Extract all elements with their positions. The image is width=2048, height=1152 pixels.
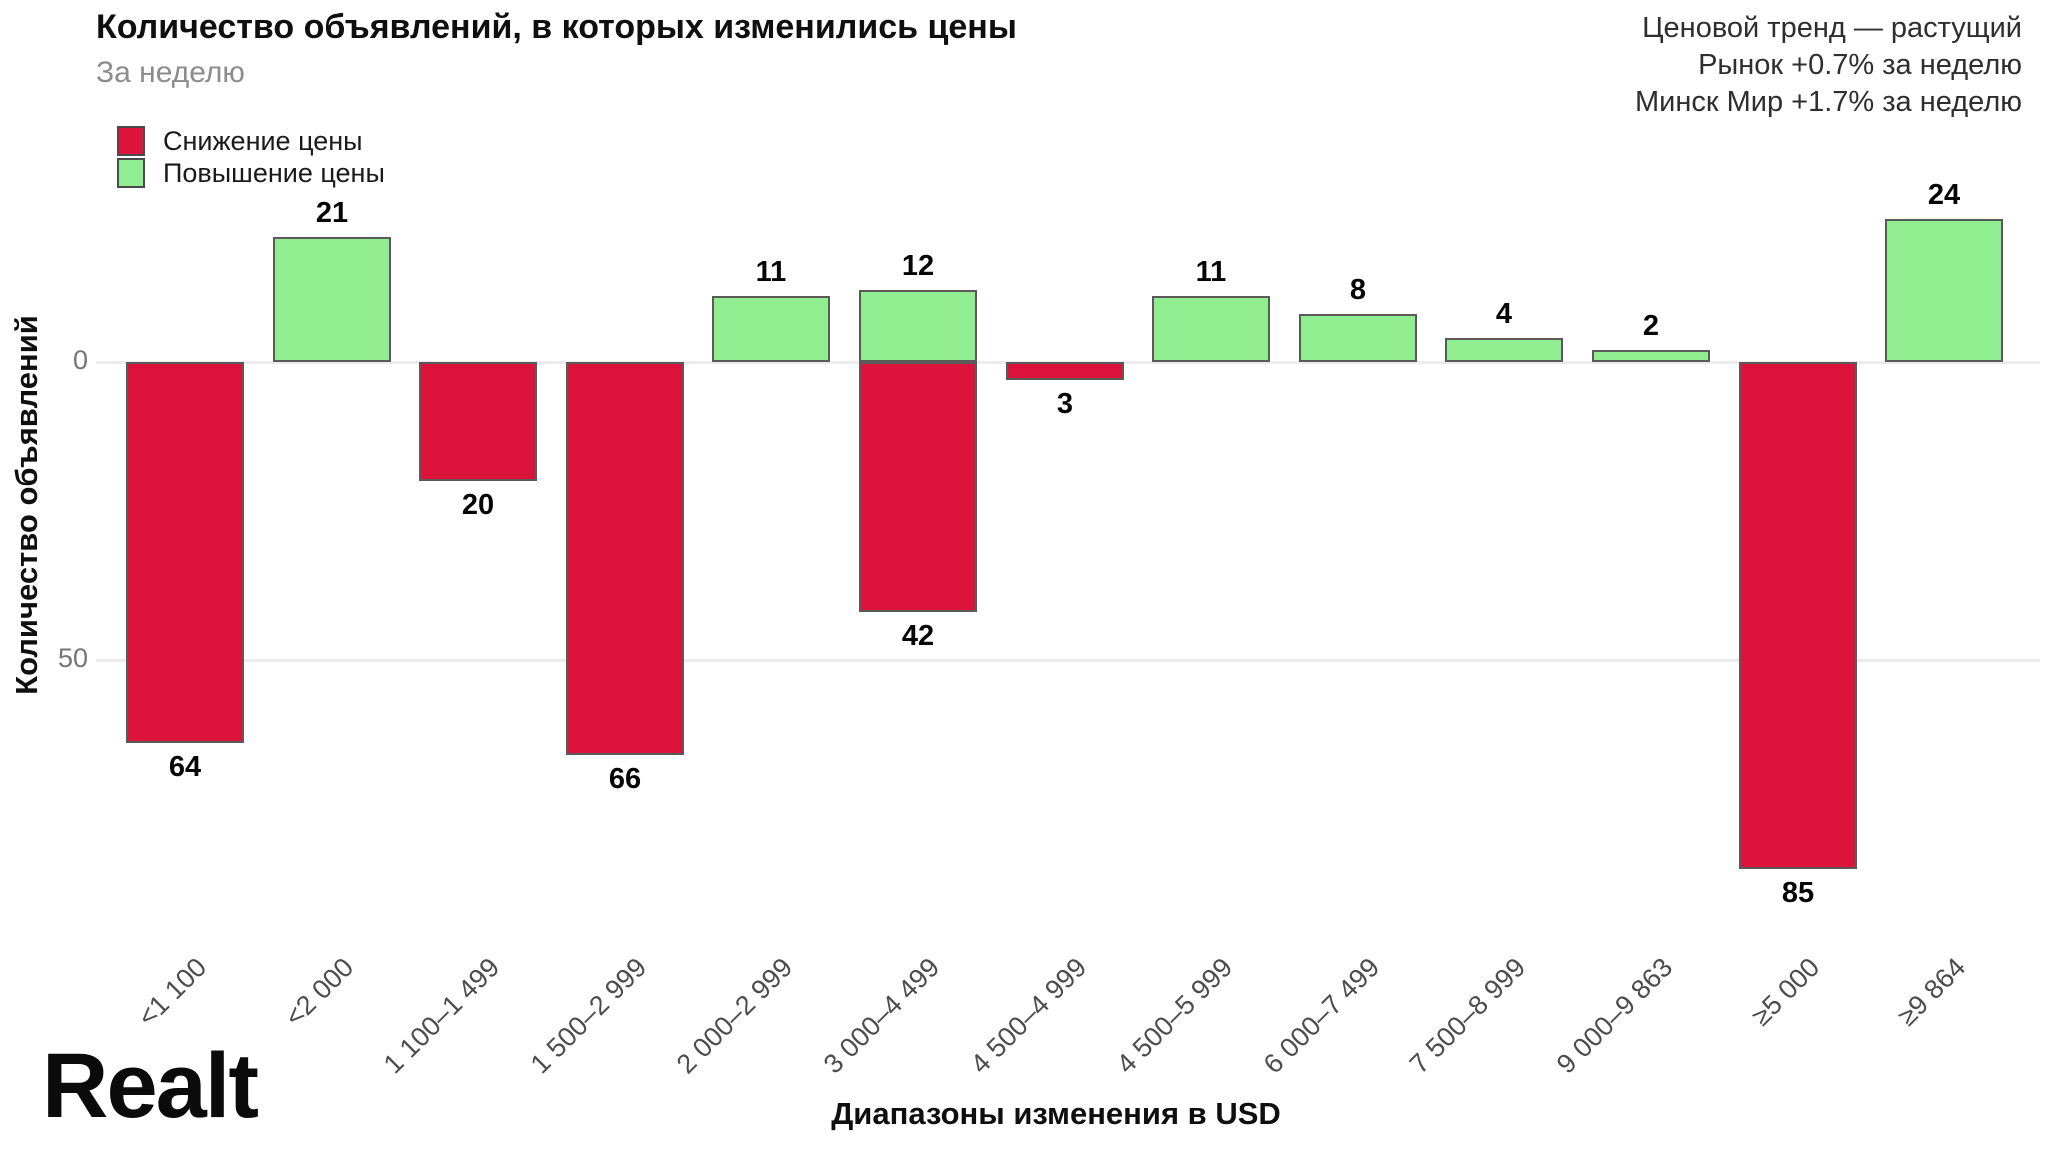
bar-value-label: 85 — [1781, 877, 1815, 909]
bar-value-label: 11 — [1195, 256, 1227, 288]
bar-value-label: 8 — [1349, 274, 1367, 306]
x-tick-label: 1 500–2 999 — [524, 952, 653, 1080]
bar-increase — [712, 296, 830, 362]
gridline-0 — [96, 361, 2040, 364]
x-tick-label: ≥5 000 — [1745, 952, 1826, 1032]
bar-increase — [273, 237, 391, 362]
x-tick-label: 4 500–5 999 — [1110, 952, 1239, 1080]
chart-subtitle: За неделю — [96, 56, 245, 89]
bar-value-label: 12 — [901, 250, 935, 282]
legend: Снижение цены Повышение цены — [117, 125, 385, 189]
x-tick-label: 3 000–4 499 — [817, 952, 946, 1080]
trend-line-minsk-mir: Минск Мир +1.7% за неделю — [1635, 86, 2022, 118]
bar-value-label: 66 — [608, 763, 642, 795]
legend-item-decrease: Снижение цены — [117, 125, 385, 157]
chart-title: Количество объявлений, в которых изменил… — [96, 8, 1017, 46]
x-tick-label: 7 500–8 999 — [1403, 952, 1532, 1080]
bar-decrease — [859, 362, 977, 612]
trend-line-direction: Ценовой тренд — растущий — [1642, 12, 2022, 44]
bar-increase — [859, 290, 977, 362]
bar-decrease — [1739, 362, 1857, 869]
y-axis-title: Количество объявлений — [9, 315, 44, 695]
bar-decrease — [419, 362, 537, 481]
bar-decrease — [1006, 362, 1124, 380]
bar-increase — [1885, 219, 2003, 362]
decrease-label: Снижение цены — [163, 125, 363, 156]
bar-value-label: 11 — [755, 256, 787, 288]
bar-increase — [1152, 296, 1270, 362]
x-tick-label: 4 500–4 999 — [964, 952, 1093, 1080]
bar-value-label: 2 — [1642, 310, 1660, 342]
bar-increase — [1592, 350, 1710, 362]
legend-item-increase: Повышение цены — [117, 157, 385, 189]
realt-logo: Realt — [42, 1035, 259, 1137]
x-tick-label: <1 100 — [132, 952, 213, 1033]
increase-label: Повышение цены — [163, 157, 385, 188]
bar-value-label: 4 — [1495, 298, 1513, 330]
x-axis-title: Диапазоны изменения в USD — [831, 1096, 1281, 1131]
bar-decrease — [566, 362, 684, 755]
x-tick-label: 9 000–9 863 — [1550, 952, 1679, 1080]
x-tick-label: 6 000–7 499 — [1257, 952, 1386, 1080]
gridline-50 — [96, 659, 2040, 662]
decrease-color-swatch — [117, 126, 145, 156]
x-tick-label: <2 000 — [279, 952, 360, 1033]
bar-increase — [1445, 338, 1563, 362]
increase-color-swatch — [117, 158, 145, 188]
bar-value-label: 20 — [461, 489, 495, 521]
bar-increase — [1299, 314, 1417, 362]
x-tick-label: ≥9 864 — [1891, 952, 1972, 1032]
x-tick-label: 2 000–2 999 — [670, 952, 799, 1080]
bar-value-label: 64 — [168, 751, 202, 783]
trend-summary: Ценовой тренд — растущий Рынок +0.7% за … — [1635, 10, 2022, 121]
bar-decrease — [126, 362, 244, 743]
bar-value-label: 21 — [315, 197, 349, 229]
x-tick-label: 1 100–1 499 — [377, 952, 506, 1080]
bar-value-label: 3 — [1056, 388, 1074, 420]
trend-line-market: Рынок +0.7% за неделю — [1698, 49, 2022, 81]
bar-value-label: 24 — [1927, 179, 1961, 211]
bar-value-label: 42 — [901, 620, 935, 652]
